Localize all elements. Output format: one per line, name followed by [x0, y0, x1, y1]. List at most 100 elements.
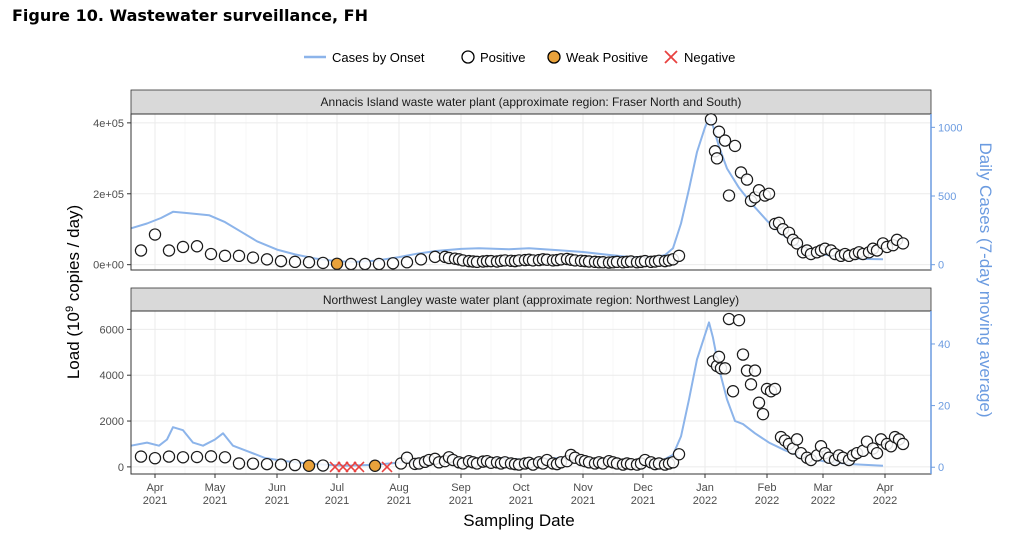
legend: Cases by Onset Positive Weak Positive Ne… — [304, 50, 735, 65]
y-right-tick-label: 0 — [938, 462, 944, 474]
positive-point — [728, 139, 742, 153]
negative-point — [337, 461, 349, 473]
positive-point — [762, 187, 776, 200]
positive-point — [768, 382, 782, 396]
x-tick-label-month: Feb — [758, 482, 777, 494]
x-tick-label-month: Jan — [696, 482, 714, 494]
panel-title: Annacis Island waste water plant (approx… — [321, 95, 742, 109]
positive-point — [712, 125, 726, 138]
y-left-tick-label: 0e+00 — [93, 260, 124, 272]
positive-point — [722, 189, 736, 202]
positive-point — [672, 448, 686, 461]
x-tick-label-year: 2021 — [571, 495, 595, 507]
positive-point — [134, 450, 148, 463]
y-right-tick-label: 20 — [938, 401, 950, 413]
weak-positive-point — [368, 459, 382, 472]
positive-point — [704, 113, 718, 126]
positive-point — [896, 437, 910, 451]
x-tick-label-year: 2022 — [811, 495, 835, 507]
positive-point — [218, 451, 232, 464]
positive-point — [204, 247, 218, 261]
weak-positive-point — [330, 257, 344, 270]
x-tick-label-month: Nov — [573, 482, 593, 494]
x-tick-label-month: Jun — [268, 482, 286, 494]
legend-label-cases-by-onset: Cases by Onset — [332, 50, 425, 65]
x-tick-label-year: 2022 — [755, 495, 779, 507]
x-axis-title: Sampling Date — [463, 511, 575, 530]
positive-point — [316, 459, 330, 472]
negative-point — [329, 461, 341, 473]
weak-positive-point — [302, 459, 316, 472]
y-right-tick-label: 0 — [938, 260, 944, 272]
x-tick-label-month: May — [205, 482, 226, 494]
positive-point — [710, 152, 724, 165]
positive-point — [176, 240, 190, 254]
positive-point — [712, 350, 726, 364]
positive-point — [718, 134, 732, 147]
cases-by-onset-line — [130, 117, 884, 263]
positive-markers — [134, 113, 910, 271]
positive-point — [162, 450, 176, 463]
positive-point — [246, 457, 260, 470]
panels: Annacis Island waste water plant (approx… — [93, 89, 962, 475]
x-tick-label-year: 2021 — [143, 495, 167, 507]
positive-point — [190, 450, 204, 464]
panel-2: Northwest Langley waste water plant (app… — [100, 287, 950, 475]
x-tick-label-month: Apr — [146, 482, 163, 494]
negative-point — [381, 461, 393, 473]
x-tick-label-year: 2022 — [873, 495, 897, 507]
positive-point — [756, 407, 770, 421]
positive-point — [274, 254, 288, 268]
positive-point — [288, 458, 302, 472]
positive-point — [790, 237, 804, 250]
positive-point — [204, 450, 218, 463]
legend-label-negative: Negative — [684, 50, 735, 65]
y-left-tick-label: 2e+05 — [93, 189, 124, 201]
positive-point — [400, 256, 414, 269]
positive-point — [726, 385, 740, 398]
x-axis: Apr2021May2021Jun2021Jul2021Aug2021Sep20… — [143, 474, 897, 507]
y-left-tick-label: 0 — [118, 462, 124, 474]
x-tick-label-month: Apr — [876, 482, 893, 494]
positive-point — [386, 257, 400, 270]
positive-point — [316, 256, 330, 270]
plot-area — [131, 311, 931, 474]
positive-point — [372, 257, 386, 271]
x-tick-label-year: 2021 — [509, 495, 533, 507]
x-tick-label-month: Mar — [814, 482, 833, 494]
x-tick-label-year: 2022 — [693, 495, 717, 507]
x-tick-label-year: 2021 — [203, 495, 227, 507]
positive-point — [190, 240, 204, 253]
positive-point — [732, 313, 746, 327]
positive-point — [870, 446, 884, 460]
legend-weak-positive-swatch — [547, 50, 561, 64]
x-tick-label-month: Dec — [633, 482, 653, 494]
positive-point — [302, 256, 316, 269]
positive-markers — [134, 312, 910, 472]
positive-point — [162, 244, 176, 257]
positive-point — [718, 362, 732, 375]
positive-point — [274, 458, 288, 471]
positive-point — [148, 451, 162, 465]
y-left-tick-label: 4e+05 — [93, 118, 124, 130]
panel-title: Northwest Langley waste water plant (app… — [323, 293, 739, 307]
x-tick-label-year: 2021 — [449, 495, 473, 507]
positive-point — [288, 255, 302, 269]
y-left-tick-label: 2000 — [100, 416, 124, 428]
positive-point — [672, 249, 686, 263]
x-tick-label-year: 2021 — [265, 495, 289, 507]
positive-point — [232, 249, 246, 263]
positive-point — [148, 228, 162, 241]
positive-point — [260, 253, 274, 266]
positive-point — [358, 257, 372, 271]
x-tick-label-month: Aug — [389, 482, 409, 494]
negative-point — [345, 461, 357, 473]
y-axis-right-title: Daily Cases (7-day moving average) — [976, 143, 995, 418]
x-tick-label-year: 2021 — [325, 495, 349, 507]
positive-point — [736, 348, 750, 361]
positive-point — [790, 433, 804, 446]
legend-positive-swatch — [461, 50, 475, 64]
positive-point — [218, 249, 232, 263]
x-tick-label-month: Jul — [330, 482, 344, 494]
